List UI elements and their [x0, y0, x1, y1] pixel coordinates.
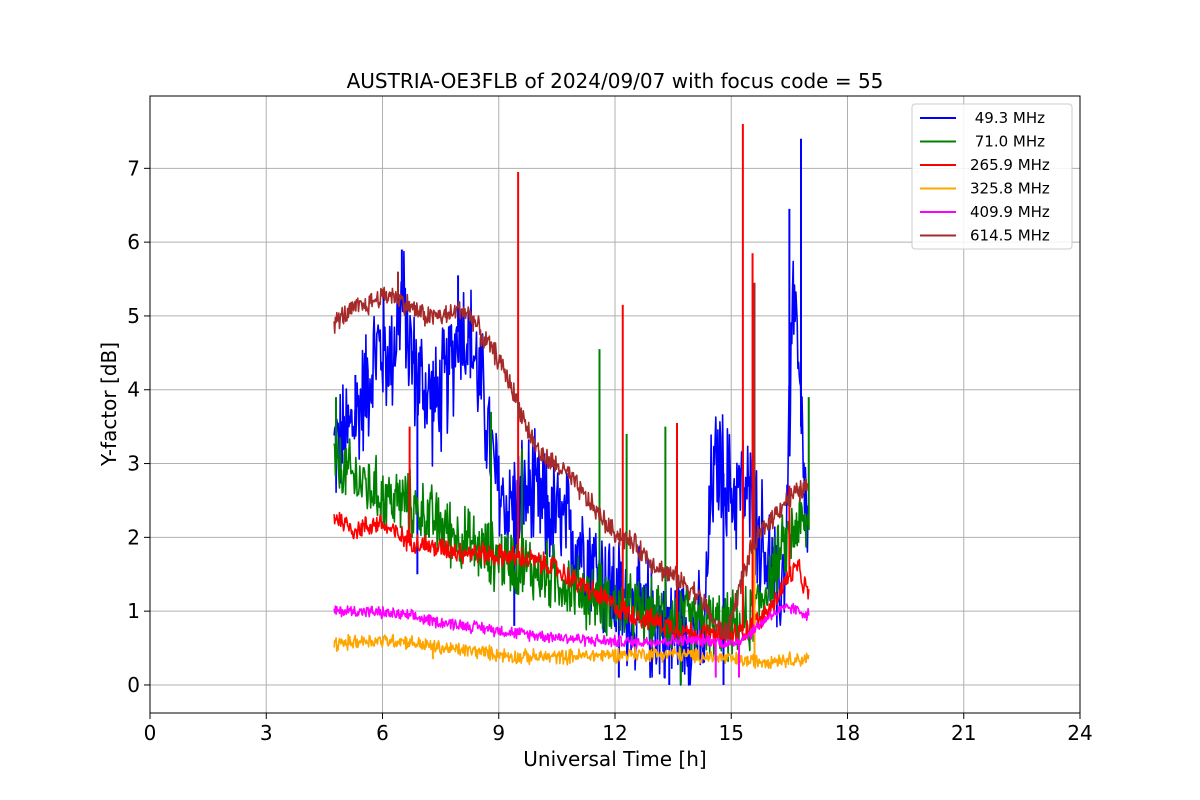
legend-label: 409.9 MHz [970, 203, 1050, 221]
x-tick-label: 6 [376, 721, 389, 745]
legend-label: 325.8 MHz [970, 180, 1050, 198]
legend-label: 71.0 MHz [970, 133, 1045, 151]
series-2 [333, 124, 810, 647]
legend-label: 614.5 MHz [970, 227, 1050, 245]
y-tick-label: 4 [127, 378, 140, 402]
legend: 49.3 MHz 71.0 MHz 265.9 MHz 325.8 MHz 409.9… [911, 103, 1073, 250]
x-tick-label: 12 [602, 721, 627, 745]
y-tick-label: 7 [127, 156, 140, 180]
x-tick-label: 24 [1067, 721, 1092, 745]
y-tick-label: 3 [127, 452, 140, 476]
chart-title: AUSTRIA-OE3FLB of 2024/09/07 with focus … [347, 69, 884, 93]
x-tick-label: 15 [719, 721, 744, 745]
y-tick-label: 2 [127, 525, 140, 549]
y-tick-label: 0 [127, 673, 140, 697]
x-tick-label: 18 [835, 721, 860, 745]
y-tick-label: 5 [127, 304, 140, 328]
y-axis-label: Y-factor [dB] [97, 342, 121, 467]
series-4 [333, 602, 810, 678]
series-5 [333, 271, 810, 642]
legend-label: 265.9 MHz [970, 156, 1050, 174]
legend-label: 49.3 MHz [970, 109, 1045, 127]
x-tick-label: 9 [492, 721, 505, 745]
series-line [333, 633, 810, 669]
y-axis: 0 1 2 3 4 5 6 7 [127, 156, 150, 697]
x-axis-label: Universal Time [h] [523, 747, 706, 771]
y-tick-label: 1 [127, 599, 140, 623]
series-line [333, 602, 810, 650]
grid-lines [149, 96, 1081, 713]
y-tick-label: 6 [127, 230, 140, 254]
x-tick-label: 3 [260, 721, 273, 745]
series-line [333, 286, 810, 642]
plot-area [333, 124, 810, 686]
x-tick-label: 21 [951, 721, 976, 745]
series-line [333, 511, 810, 647]
x-axis: 0 3 6 9 12 15 18 21 24 [144, 713, 1093, 745]
x-tick-label: 0 [144, 721, 157, 745]
